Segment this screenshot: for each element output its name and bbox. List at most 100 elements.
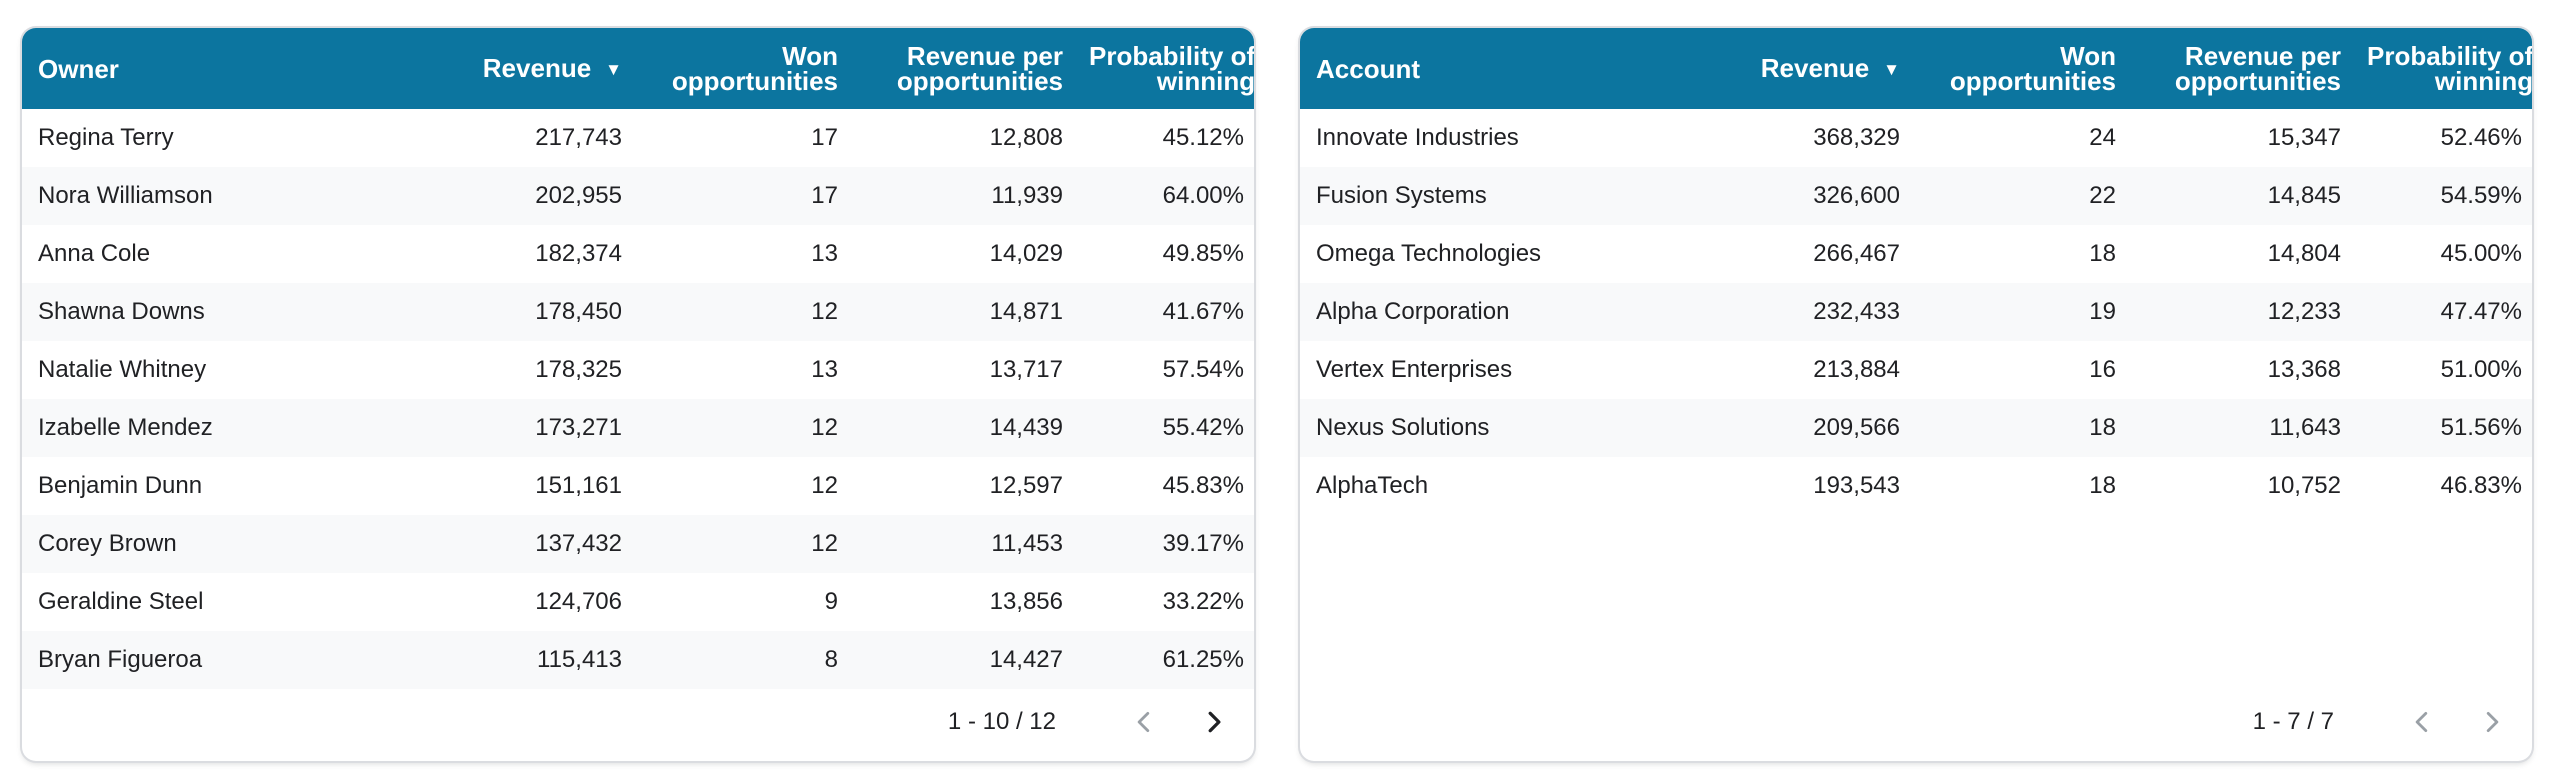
chevron-right-icon	[2486, 711, 2499, 733]
cell-account: Alpha Corporation	[1316, 298, 1510, 325]
table-row[interactable]: Alpha Corporation 232,433 19 12,233 47.4…	[1300, 283, 2532, 341]
column-header-won-opportunities[interactable]: Won opportunities	[1910, 28, 2126, 109]
cell-revenue: 266,467	[1813, 240, 1900, 267]
cell-account: Innovate Industries	[1316, 124, 1519, 151]
cell-probability: 46.83%	[2440, 472, 2522, 499]
table-row[interactable]: Fusion Systems 326,600 22 14,845 54.59%	[1300, 167, 2532, 225]
cell-revenue-per-opportunity: 12,808	[989, 124, 1063, 151]
cell-revenue-per-opportunity: 14,427	[989, 646, 1063, 673]
cell-probability: 49.85%	[1162, 240, 1244, 267]
cell-won: 8	[824, 646, 838, 673]
cell-won: 18	[2089, 240, 2116, 267]
column-header-revenue[interactable]: Revenue ▼	[1670, 28, 1910, 109]
cell-revenue: 213,884	[1813, 356, 1900, 383]
owner-table-card: Owner Revenue ▼ Won opportunities Revenue …	[22, 28, 1254, 761]
cell-probability: 39.17%	[1162, 530, 1244, 557]
cell-probability: 57.54%	[1162, 356, 1244, 383]
header-label: Revenue	[482, 52, 592, 83]
cell-revenue: 182,374	[535, 240, 622, 267]
table-row[interactable]: Nexus Solutions 209,566 18 11,643 51.56%	[1300, 399, 2532, 457]
table-row[interactable]: Geraldine Steel 124,706 9 13,856 33.22%	[22, 573, 1254, 631]
cell-probability: 64.00%	[1162, 182, 1244, 209]
cell-revenue-per-opportunity: 14,871	[989, 298, 1063, 325]
table-row[interactable]: Anna Cole 182,374 13 14,029 49.85%	[22, 225, 1254, 283]
cell-owner: Nora Williamson	[38, 182, 213, 209]
cell-owner: Shawna Downs	[38, 298, 205, 325]
cell-won: 18	[2089, 414, 2116, 441]
column-header-revenue[interactable]: Revenue ▼	[392, 28, 632, 109]
cell-owner: Bryan Figueroa	[38, 646, 203, 673]
table-row[interactable]: Innovate Industries 368,329 24 15,347 52…	[1300, 109, 2532, 167]
table-row[interactable]: Natalie Whitney 178,325 13 13,717 57.54%	[22, 341, 1254, 399]
header-label-line1: Won	[2060, 40, 2116, 71]
table-row[interactable]: Izabelle Mendez 173,271 12 14,439 55.42%	[22, 399, 1254, 457]
header-label: Owner	[38, 53, 119, 84]
previous-page-button[interactable]	[1122, 700, 1166, 744]
cell-revenue-per-opportunity: 11,643	[2269, 414, 2341, 441]
cell-won: 13	[811, 356, 838, 383]
table-header-row: Account Revenue ▼ Won opportunities Revenu…	[1300, 28, 2532, 109]
cell-account: Vertex Enterprises	[1316, 356, 1513, 383]
table-row[interactable]: Shawna Downs 178,450 12 14,871 41.67%	[22, 283, 1254, 341]
sort-descending-icon[interactable]: ▼	[605, 59, 622, 79]
table-row[interactable]: Benjamin Dunn 151,161 12 12,597 45.83%	[22, 457, 1254, 515]
cell-revenue-per-opportunity: 12,233	[2267, 298, 2341, 325]
cell-revenue: 124,706	[535, 588, 622, 615]
cell-probability: 41.67%	[1162, 298, 1244, 325]
table-row[interactable]: Corey Brown 137,432 12 11,453 39.17%	[22, 515, 1254, 573]
cell-revenue-per-opportunity: 14,845	[2267, 182, 2341, 209]
header-label-line1: Probability of	[2367, 40, 2532, 71]
next-page-button[interactable]	[1192, 700, 1236, 744]
column-header-probability-of-winning[interactable]: Probability of winning	[1073, 28, 1254, 109]
account-revenue-table: Account Revenue ▼ Won opportunities Revenu…	[1300, 28, 2532, 515]
cell-owner: Regina Terry	[38, 124, 174, 151]
cell-probability: 33.22%	[1162, 588, 1244, 615]
cell-won: 12	[811, 298, 838, 325]
column-header-revenue-per-opportunities[interactable]: Revenue per opportunities	[848, 28, 1073, 109]
pagination-bar: 1 - 10 / 12	[948, 697, 1236, 747]
header-label: Account	[1316, 53, 1420, 84]
column-header-won-opportunities[interactable]: Won opportunities	[632, 28, 848, 109]
column-header-owner[interactable]: Owner	[22, 28, 392, 109]
cell-revenue: 178,325	[535, 356, 622, 383]
cell-revenue: 209,566	[1813, 414, 1900, 441]
header-label-line1: Revenue per	[906, 40, 1063, 71]
cell-revenue: 115,413	[537, 646, 622, 673]
cell-revenue: 173,271	[535, 414, 622, 441]
cell-won: 24	[2089, 124, 2116, 151]
cell-revenue: 368,329	[1813, 124, 1900, 151]
previous-page-button[interactable]	[2400, 700, 2444, 744]
pagination-bar: 1 - 7 / 7	[2253, 697, 2514, 747]
cell-revenue-per-opportunity: 14,439	[989, 414, 1063, 441]
table-row[interactable]: Bryan Figueroa 115,413 8 14,427 61.25%	[22, 631, 1254, 689]
table-row[interactable]: Vertex Enterprises 213,884 16 13,368 51.…	[1300, 341, 2532, 399]
next-page-button[interactable]	[2470, 700, 2514, 744]
cell-probability: 52.46%	[2440, 124, 2522, 151]
cell-revenue: 232,433	[1813, 298, 1900, 325]
table-row[interactable]: AlphaTech 193,543 18 10,752 46.83%	[1300, 457, 2532, 515]
column-header-probability-of-winning[interactable]: Probability of winning	[2351, 28, 2532, 109]
cell-probability: 54.59%	[2440, 182, 2522, 209]
header-label-line2: opportunities	[2174, 65, 2341, 96]
chevron-left-icon	[2415, 711, 2428, 733]
cell-won: 12	[811, 472, 838, 499]
cell-revenue-per-opportunity: 10,752	[2267, 472, 2341, 499]
column-header-account[interactable]: Account	[1300, 28, 1670, 109]
cell-won: 19	[2089, 298, 2116, 325]
cell-account: Omega Technologies	[1316, 240, 1542, 267]
cell-probability: 55.42%	[1162, 414, 1244, 441]
table-row[interactable]: Omega Technologies 266,467 18 14,804 45.…	[1300, 225, 2532, 283]
sort-descending-icon[interactable]: ▼	[1883, 59, 1900, 79]
header-label-line2: winning	[1156, 65, 1254, 96]
cell-revenue-per-opportunity: 14,804	[2267, 240, 2341, 267]
cell-revenue-per-opportunity: 15,347	[2267, 124, 2341, 151]
column-header-revenue-per-opportunities[interactable]: Revenue per opportunities	[2126, 28, 2351, 109]
table-row[interactable]: Regina Terry 217,743 17 12,808 45.12%	[22, 109, 1254, 167]
cell-won: 18	[2089, 472, 2116, 499]
cell-account: AlphaTech	[1316, 472, 1429, 499]
cell-probability: 47.47%	[2440, 298, 2522, 325]
cell-revenue: 178,450	[535, 298, 622, 325]
cell-revenue-per-opportunity: 11,453	[991, 530, 1063, 557]
table-row[interactable]: Nora Williamson 202,955 17 11,939 64.00%	[22, 167, 1254, 225]
cell-owner: Izabelle Mendez	[38, 414, 213, 441]
